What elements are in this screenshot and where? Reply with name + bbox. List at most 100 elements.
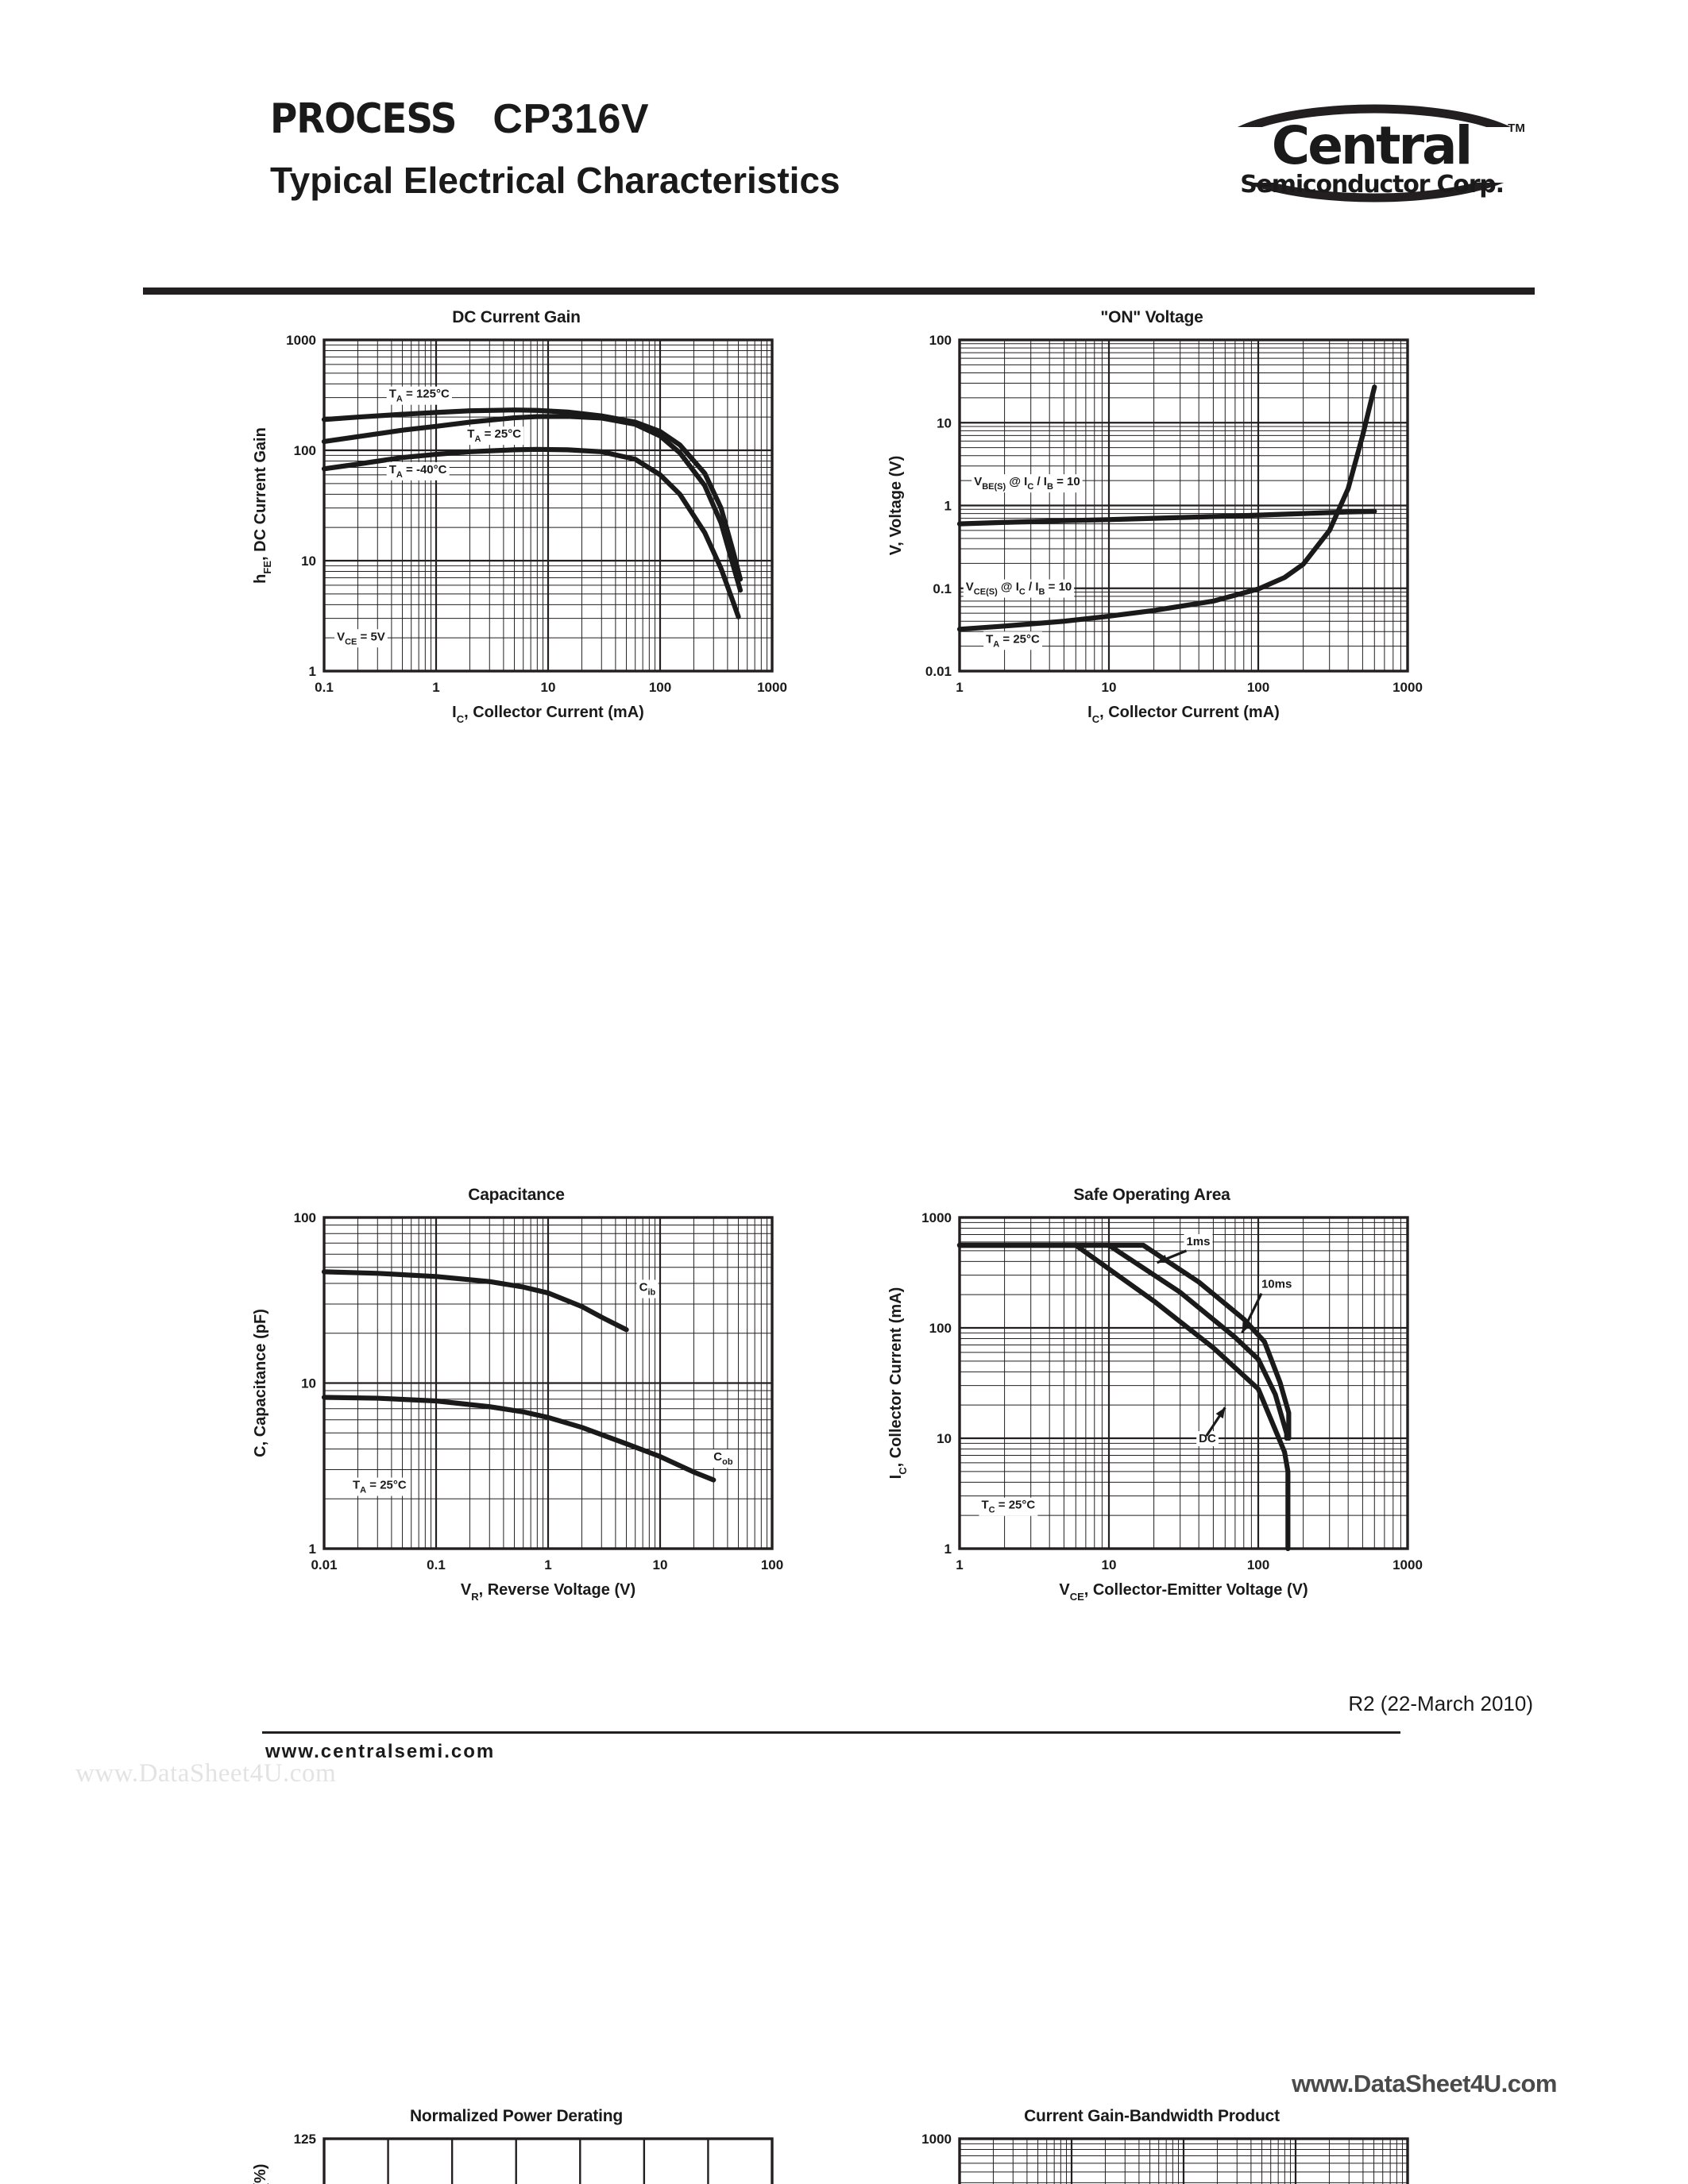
- chart-row-3: Normalized Power Derating 025507510012515…: [0, 1200, 1688, 2184]
- watermark-bottom: www.DataSheet4U.com: [1292, 2070, 1557, 2097]
- svg-text:10: 10: [937, 415, 952, 430]
- revision-text: R2 (22-March 2010): [1348, 1692, 1533, 1715]
- safe-operating-area-tick-labels: 1 10 100 1000 1 10 100 1000: [921, 1210, 1423, 1572]
- annotation-backdrop: [983, 631, 1043, 650]
- capacitance-curve-0: [321, 1269, 629, 1333]
- annotation-backdrop: [1196, 1431, 1219, 1447]
- capacitance-title: Capacitance: [468, 1186, 565, 1204]
- annotation-backdrop: [636, 1279, 659, 1298]
- svg-text:1: 1: [956, 680, 963, 695]
- current-gain-bandwidth-product-title: Current Gain-Bandwidth Product: [1024, 2107, 1280, 2125]
- dc-current-gain-xaxis-label: IC, Collector Current (mA): [452, 704, 644, 725]
- annotation-backdrop: [963, 579, 1075, 598]
- title-process-word: PROCESS: [270, 95, 457, 143]
- svg-text:0.1: 0.1: [315, 680, 334, 695]
- dc-current-gain-yaxis-label: hFE, DC Current Gain: [252, 427, 273, 584]
- safe-operating-area-curve-2: [956, 1242, 1291, 1552]
- safe-operating-area-axes-frame: [958, 1216, 1409, 1550]
- dc-current-gain-annotation-1: TA = 25°C: [467, 427, 521, 444]
- dc-current-gain-curves: [321, 407, 744, 619]
- dc-current-gain-curve-1: [321, 414, 744, 593]
- svg-text:1: 1: [944, 1542, 952, 1557]
- annotation-backdrop: [465, 426, 524, 446]
- svg-text:100: 100: [929, 333, 952, 348]
- annotation-backdrop: [979, 1497, 1038, 1516]
- annotation-backdrop: [386, 386, 452, 405]
- normalized-power-derating-gridlines: [323, 2137, 774, 2184]
- annotation-backdrop: [334, 629, 388, 648]
- svg-text:100: 100: [761, 1557, 783, 1572]
- capacitance-curves: [321, 1269, 717, 1483]
- safe-operating-area-title: Safe Operating Area: [1073, 1186, 1230, 1204]
- svg-text:1000: 1000: [1393, 1557, 1423, 1572]
- current-gain-bandwidth-product-axes-frame: [958, 2137, 1409, 2184]
- on-voltage-annotation-2: TA = 25°C: [986, 632, 1040, 649]
- dc-current-gain-title: DC Current Gain: [452, 308, 581, 326]
- capacitance-tick-labels: 0.01 0.1 1 10 100 1 10 100: [294, 1210, 784, 1572]
- on-voltage-gridlines: [958, 340, 1408, 673]
- charts-container: DC Current Gain 0.1 1 10 100 1000 1 10 100 1000 IC…: [0, 307, 1688, 2184]
- normalized-power-derating-title: Normalized Power Derating: [409, 2107, 624, 2125]
- normalized-power-derating-axes-frame: [323, 2137, 774, 2184]
- chart-safe-operating-area: Safe Operating Area 1 10 100 1000 1 10 100 1000 V…: [874, 1184, 1430, 1617]
- dc-current-gain-annotation-0: TA = 125°C: [389, 388, 450, 404]
- svg-text:100: 100: [294, 1210, 316, 1225]
- logo-tagline: Semiconductor Corp.: [1240, 171, 1504, 199]
- capacitance-xaxis-label: VR, Reverse Voltage (V): [461, 1581, 635, 1603]
- header-title-block: PROCESS CP316V Typical Electrical Charact…: [270, 95, 840, 202]
- chart-dc-current-gain: DC Current Gain 0.1 1 10 100 1000 1 10 100 1000 IC…: [238, 307, 794, 739]
- dc-current-gain-curve-2: [321, 446, 741, 619]
- dc-current-gain-annotation-3: VCE = 5V: [337, 630, 385, 646]
- on-voltage-curve-0: [956, 508, 1377, 527]
- normalized-power-derating-tick-labels: 02550751001251501750255075100125: [294, 2132, 316, 2147]
- annotation-backdrop: [386, 461, 450, 480]
- safe-operating-area-arrowhead-1: [1242, 1322, 1251, 1333]
- on-voltage-tick-labels: 1 10 100 1000 0.01 0.1 1 10 100: [925, 333, 1423, 695]
- svg-text:100: 100: [1247, 1557, 1269, 1572]
- normalized-power-derating-yaxis-label: PD, Power Derating in Percentage (%): [252, 2164, 273, 2184]
- company-website-link[interactable]: www.centralsemi.com: [265, 1741, 496, 1762]
- safe-operating-area-yaxis-label: IC, Collector Current (mA): [887, 1287, 909, 1480]
- on-voltage-yaxis-label: V, Voltage (V): [887, 456, 905, 556]
- svg-text:0.01: 0.01: [311, 1557, 337, 1572]
- safe-operating-area-gridlines: [958, 1217, 1408, 1550]
- on-voltage-annotation-1: VCE(S) @ IC / IB = 10: [966, 581, 1072, 597]
- central-semiconductor-logo: Central TM Semiconductor Corp.: [1215, 103, 1533, 206]
- svg-text:100: 100: [649, 680, 671, 695]
- capacitance-annotation-1: Cob: [713, 1450, 733, 1467]
- svg-text:1000: 1000: [921, 1210, 952, 1225]
- svg-text:1: 1: [944, 499, 952, 514]
- logo-wordmark: Central: [1272, 115, 1470, 176]
- capacitance-yaxis-label: C, Capacitance (pF): [252, 1309, 269, 1457]
- svg-text:10: 10: [301, 554, 316, 569]
- capacitance-curve-1: [321, 1395, 717, 1483]
- svg-text:100: 100: [929, 1321, 952, 1336]
- header-divider-rule: [143, 287, 1535, 295]
- on-voltage-title: "ON" Voltage: [1100, 308, 1203, 326]
- safe-operating-area-annotation-3: TC = 25°C: [981, 1499, 1035, 1515]
- svg-text:1: 1: [432, 680, 439, 695]
- annotation-backdrop: [1184, 1234, 1213, 1250]
- svg-text:10: 10: [541, 680, 556, 695]
- page-title: PROCESS CP316V: [270, 95, 840, 143]
- svg-text:10: 10: [301, 1376, 316, 1391]
- svg-text:0.1: 0.1: [427, 1557, 446, 1572]
- svg-text:0.01: 0.01: [925, 664, 952, 679]
- safe-operating-area-annotation-0: 1ms: [1186, 1235, 1210, 1248]
- current-gain-bandwidth-product-gridlines: [958, 2139, 1408, 2184]
- logo-svg: Central TM Semiconductor Corp.: [1215, 104, 1533, 203]
- svg-text:1000: 1000: [1393, 680, 1423, 695]
- dc-current-gain-annotation-2: TA = -40°C: [389, 463, 447, 480]
- page-header: PROCESS CP316V Typical Electrical Charact…: [143, 95, 1541, 238]
- svg-text:1: 1: [956, 1557, 963, 1572]
- chart-row-2: Capacitance 0.01 0.1 1 10 100 1 10 100 VR, Revers…: [0, 739, 1688, 1603]
- safe-operating-area-xaxis-label: VCE, Collector-Emitter Voltage (V): [1059, 1581, 1308, 1603]
- safe-operating-area-annotation-1: 10ms: [1261, 1278, 1292, 1291]
- svg-text:1: 1: [309, 1542, 316, 1557]
- page-subtitle: Typical Electrical Characteristics: [270, 160, 840, 201]
- safe-operating-area-curve-1: [956, 1242, 1289, 1441]
- capacitance-axes-frame: [323, 1216, 774, 1550]
